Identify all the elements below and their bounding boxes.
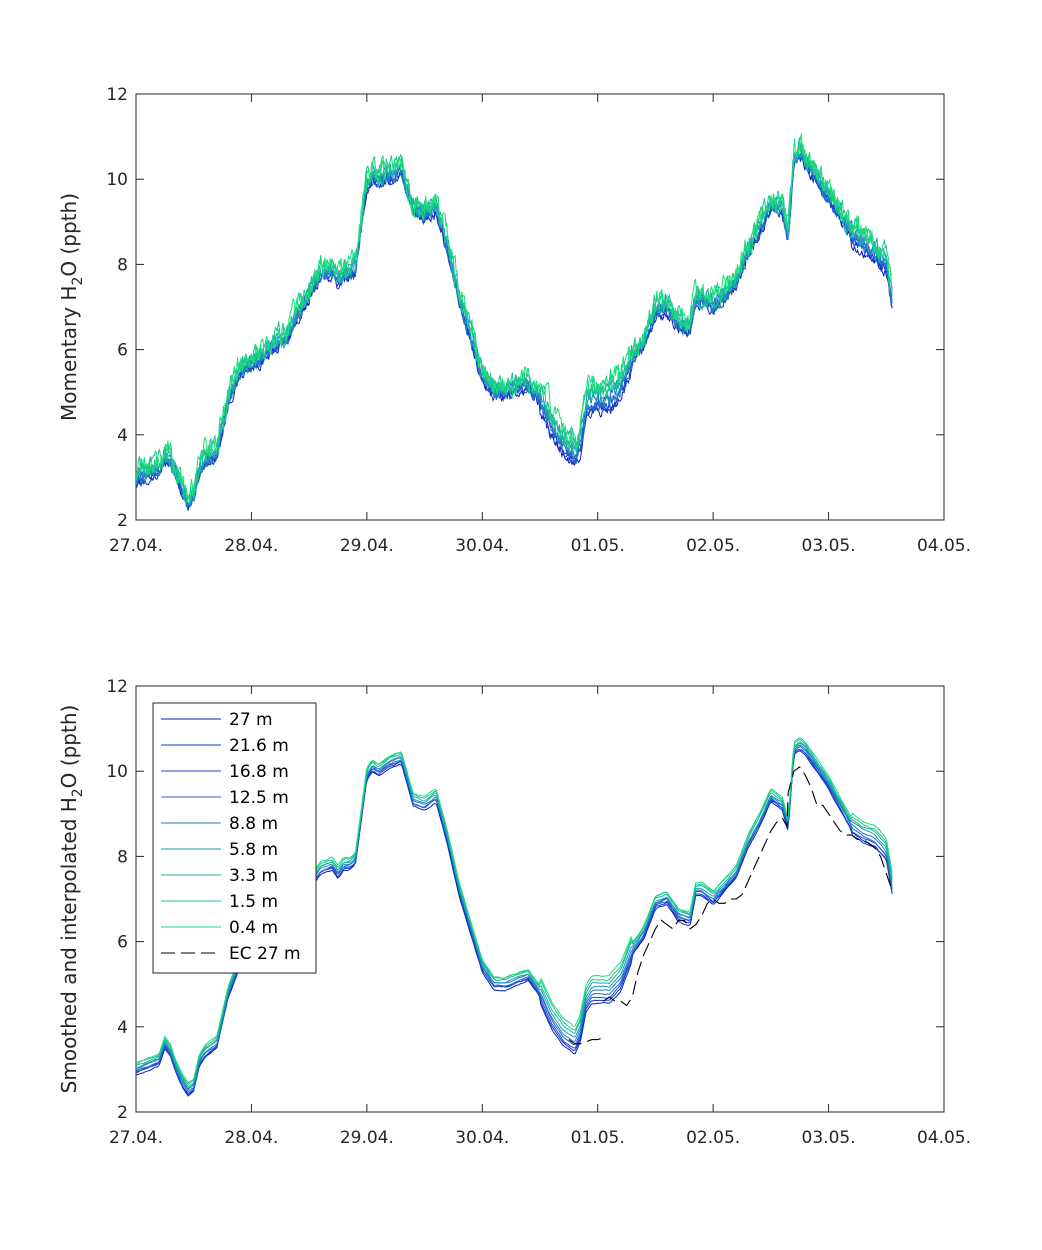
- legend-label: 27 m: [229, 710, 273, 730]
- chart-panel-1: 2 4 6 8 10 12 27.04. 28.04. 29.04. 30.04. 01.05. 02…: [57, 85, 971, 556]
- legend-label: 5.8 m: [229, 840, 278, 860]
- x-tick-label: 29.04.: [340, 536, 394, 556]
- y-axis-label: Momentary H2O (ppth): [57, 193, 86, 421]
- plot-area: [135, 93, 945, 521]
- y-axis-label: Smoothed and interpolated H2O (ppth): [57, 705, 86, 1094]
- x-tick-label: 01.05.: [571, 536, 625, 556]
- x-tick-label: 03.05.: [802, 1128, 856, 1148]
- legend-label: 16.8 m: [229, 762, 289, 782]
- y-tick-label: 4: [117, 426, 128, 446]
- x-tick-label: 30.04.: [455, 536, 509, 556]
- y-tick-label: 2: [117, 511, 128, 531]
- y-tick-label: 12: [106, 85, 128, 105]
- x-tick-label: 04.05.: [917, 1128, 971, 1148]
- y-tick-label: 6: [117, 341, 128, 361]
- y-tick-label: 8: [117, 847, 128, 867]
- y-tick-label: 10: [106, 170, 128, 190]
- x-tick-label: 27.04.: [109, 536, 163, 556]
- legend-label: EC 27 m: [229, 944, 301, 964]
- x-tick-label: 01.05.: [571, 1128, 625, 1148]
- x-tick-label: 27.04.: [109, 1128, 163, 1148]
- legend-label: 12.5 m: [229, 788, 289, 808]
- x-tick-label: 28.04.: [224, 536, 278, 556]
- ec-series-line: [603, 766, 893, 1007]
- legend-label: 1.5 m: [229, 892, 278, 912]
- x-tick-label: 02.05.: [686, 1128, 740, 1148]
- ec-series-line: [568, 1036, 604, 1045]
- x-tick-label: 29.04.: [340, 1128, 394, 1148]
- legend-box: [152, 702, 317, 974]
- chart-panel-2: 2 4 6 8 10 12 27.04. 28.04. 29.04. 30.04. 01.05. 02…: [57, 677, 971, 1148]
- legend: 27 m 21.6 m 16.8 m 12.5 m 8.8 m 5.8 m 3.3 m 1.5…: [152, 702, 317, 974]
- legend-label: 0.4 m: [229, 918, 278, 938]
- y-tick-label: 8: [117, 255, 128, 275]
- x-tick-label: 04.05.: [917, 536, 971, 556]
- x-tick-label: 03.05.: [802, 536, 856, 556]
- x-tick-label: 30.04.: [455, 1128, 509, 1148]
- x-tick-label: 02.05.: [686, 536, 740, 556]
- legend-label: 8.8 m: [229, 814, 278, 834]
- y-tick-label: 6: [117, 933, 128, 953]
- y-tick-label: 2: [117, 1103, 128, 1123]
- y-tick-label: 12: [106, 677, 128, 697]
- series-line-1-5-m: [136, 137, 893, 500]
- legend-label: 3.3 m: [229, 866, 278, 886]
- legend-label: 21.6 m: [229, 736, 289, 756]
- x-tick-label: 28.04.: [224, 1128, 278, 1148]
- y-tick-label: 10: [106, 762, 128, 782]
- series-line-0-4-m: [136, 133, 893, 503]
- y-tick-label: 4: [117, 1018, 128, 1038]
